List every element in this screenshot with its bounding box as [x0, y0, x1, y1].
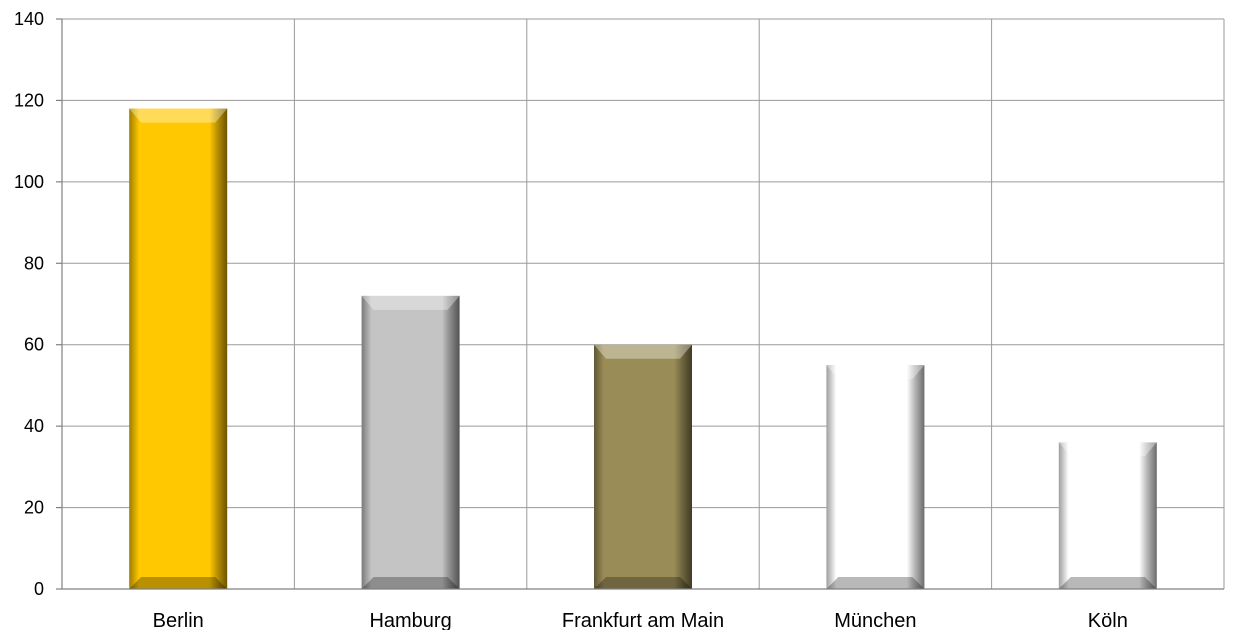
x-category-label: Hamburg — [369, 610, 451, 630]
bar-top-bevel — [129, 108, 228, 123]
bar-top-bevel — [594, 344, 692, 359]
bar-frankfurt-am-main — [594, 344, 692, 589]
bar-hamburg — [361, 295, 460, 589]
x-category-label: Frankfurt am Main — [562, 610, 724, 630]
bar-body — [1058, 442, 1157, 589]
gridlines — [62, 18, 1225, 589]
y-tick-label: 20 — [24, 498, 44, 518]
bar-münchen — [826, 365, 925, 589]
y-axis-tick-labels: 0 20 40 60 80 100 120 140 — [14, 9, 44, 599]
y-tick-label: 80 — [24, 253, 44, 273]
axes — [56, 18, 1224, 590]
bar-top-bevel — [1058, 442, 1157, 457]
bar-top-bevel — [826, 365, 925, 380]
bar-top-bevel — [361, 295, 460, 310]
x-axis-category-labels: Berlin Hamburg Frankfurt am Main München Köl… — [153, 610, 1128, 630]
x-category-label: Köln — [1088, 610, 1128, 630]
bar-bottom-bevel — [129, 577, 228, 589]
bar-body — [826, 365, 925, 589]
bar-body — [594, 344, 692, 589]
y-tick-label: 40 — [24, 416, 44, 436]
bars — [129, 108, 1157, 590]
bar-bottom-bevel — [1058, 577, 1157, 589]
bar-berlin — [129, 108, 228, 590]
bar-body — [361, 295, 460, 589]
x-category-label: München — [834, 610, 916, 630]
bar-body — [129, 108, 228, 590]
y-tick-label: 60 — [24, 335, 44, 355]
bar-köln — [1058, 442, 1157, 589]
y-tick-label: 120 — [14, 90, 44, 110]
x-category-label: Berlin — [153, 610, 204, 630]
y-tick-label: 100 — [14, 172, 44, 192]
bar-bottom-bevel — [826, 577, 925, 589]
bar-bottom-bevel — [594, 577, 692, 589]
y-tick-label: 0 — [34, 579, 44, 599]
bar-bottom-bevel — [361, 577, 460, 589]
y-tick-label: 140 — [14, 9, 44, 29]
